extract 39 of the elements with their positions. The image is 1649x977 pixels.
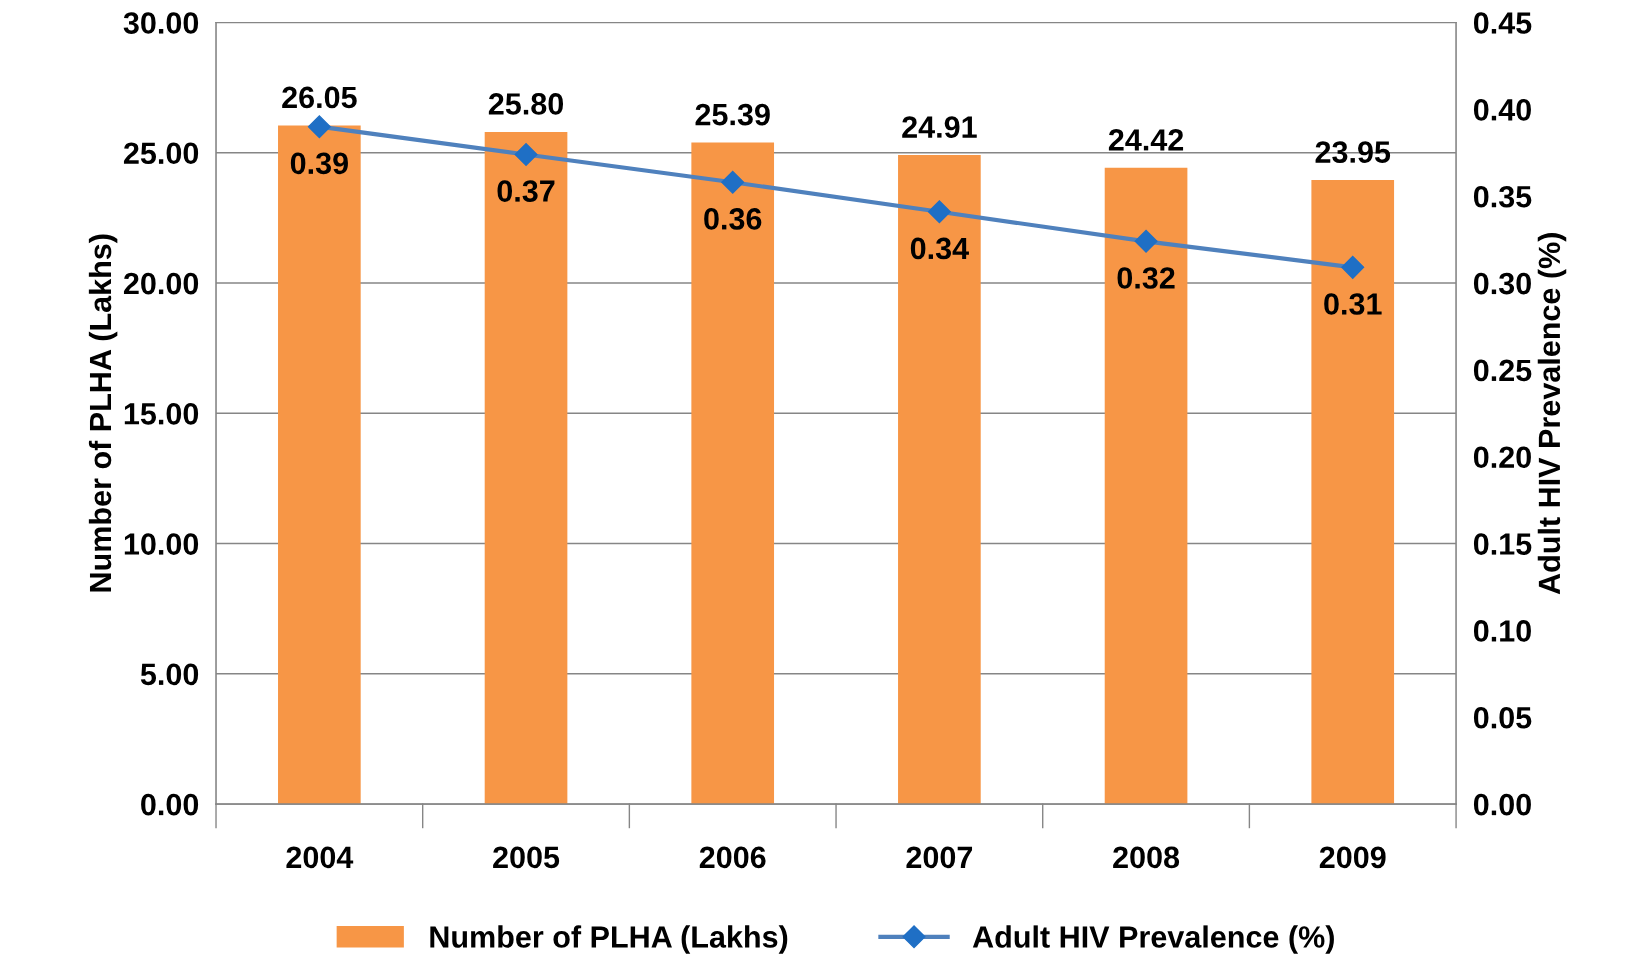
data-label: 0.37 — [497, 180, 555, 202]
x-tick-label: 2007 — [906, 846, 973, 869]
y2-tick-label: 0.15 — [1473, 533, 1532, 555]
x-tick-label: 2004 — [286, 846, 354, 869]
data-label: 0.36 — [704, 208, 762, 230]
data-label: 0.39 — [290, 152, 348, 175]
y2-tick-label: 0.30 — [1473, 272, 1531, 295]
x-tick-label: 2009 — [1319, 846, 1386, 869]
x-tick-label: 2008 — [1113, 846, 1180, 869]
y2-tick-label: 0.20 — [1473, 446, 1531, 469]
y2-tick-label: 0.45 — [1473, 12, 1532, 34]
data-label: 26.05 — [282, 86, 357, 109]
y-tick-label: 10.00 — [124, 533, 199, 555]
data-label: 24.42 — [1108, 129, 1184, 151]
data-label: 25.39 — [695, 103, 770, 126]
y-tick-label: 15.00 — [124, 403, 199, 425]
y2-tick-label: 0.05 — [1473, 706, 1532, 729]
y2-tick-label: 0.40 — [1473, 99, 1531, 121]
y-tick-label: 25.00 — [123, 142, 199, 165]
y-tick-label: 20.00 — [123, 272, 199, 295]
data-label: 0.31 — [1324, 293, 1382, 315]
y-tick-label: 5.00 — [140, 663, 199, 686]
data-label: 24.91 — [902, 116, 977, 138]
y2-tick-label: 0.25 — [1473, 359, 1532, 382]
y2-tick-label: 0.10 — [1473, 620, 1531, 642]
data-label: 23.95 — [1315, 141, 1391, 163]
y-axis-title: Number of PLHA (Lakhs) — [88, 234, 118, 592]
data-label: 0.34 — [910, 237, 969, 260]
x-tick-label: 2005 — [493, 846, 560, 869]
y2-tick-label: 0.35 — [1473, 185, 1532, 208]
data-label: 0.32 — [1117, 267, 1175, 289]
x-tick-label: 2006 — [699, 846, 766, 869]
y2-axis-title: Adult HIV Prevalence (%) — [1537, 233, 1567, 595]
legend-label: Number of PLHA (Lakhs) — [430, 925, 788, 954]
y-tick-label: 0.00 — [141, 793, 199, 816]
y-tick-label: 30.00 — [123, 12, 199, 34]
data-label: 25.80 — [488, 93, 564, 115]
y2-tick-label: 0.00 — [1473, 793, 1531, 816]
legend-label: Adult HIV Prevalence (%) — [972, 925, 1334, 954]
